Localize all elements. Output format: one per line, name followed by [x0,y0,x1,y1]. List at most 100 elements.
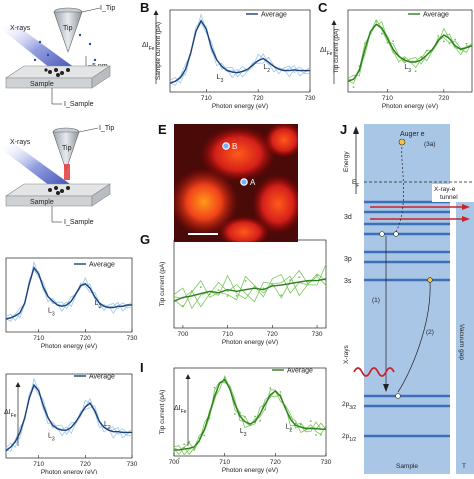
legend-label: Average [89,374,115,381]
y-axis-label: Tip current (pA) [159,390,166,435]
x-axis-label: Photon energy (eV) [41,343,97,350]
panel-c-label: C [318,0,328,15]
data-point [235,294,238,297]
data-point [320,433,322,436]
data-point [289,279,292,281]
panel-d-svg: X-rays Tip I_Tip Sample I_Sample [0,125,114,226]
data-point [233,413,236,415]
trace-line-2 [173,269,327,308]
x-tick-label: 720 [80,461,91,468]
data-point [315,434,317,436]
series-average-line [5,383,132,452]
tunnel-label-2: tunnel [440,194,458,201]
itip-label: I_Tip [100,5,115,12]
delta-label: ΔIFe [142,42,155,52]
3s-label: 3s [344,278,352,285]
series-average-line [169,19,310,85]
data-point [208,417,211,420]
series-average-line [5,266,132,320]
x-tick-label: 730 [127,335,138,342]
chart-panel-h: 710 720 730 Photon energy (eV) Average ΔIFe L3… [4,374,138,475]
x-tick-label: 700 [178,331,189,338]
data-point [299,423,302,426]
y-axis-label: Sample current (pA) [155,22,162,80]
data-point [226,295,229,297]
2p12-label: 2p1/2 [342,433,356,443]
trace-line-3 [173,273,327,308]
data-point [364,42,366,45]
tip-cone [52,131,80,171]
data-point [392,40,394,42]
data-point [280,294,283,296]
isample-label: I_Sample [64,101,94,108]
data-point [182,305,184,307]
data-point [294,422,297,425]
tip-short-label: T [462,463,466,470]
data-point [262,287,265,290]
fermi-label: EF [352,179,359,189]
x-tick-label: 710 [33,461,44,468]
x-tick-label: 720 [253,95,264,102]
x-axis-label: Photon energy (eV) [222,467,278,474]
x-tick-label: 710 [219,459,230,466]
plot-frame [169,9,311,93]
molecule-cluster [48,186,70,195]
panel-a-schematic: X-rays Tip I_Tip ~5 nm Sample I_Sample [0,0,118,118]
3p-label: 3p [344,256,352,263]
l3-label: L3 [404,64,411,74]
3d-label: 3d [344,214,352,221]
data-point [298,276,301,279]
vacuum-gap-label: Vacuum gap [458,324,465,360]
energy-axis-label: Energy [343,151,350,172]
point-b-marker [222,142,230,150]
y-axis-label: Tip current (pA) [333,29,340,74]
chart-panel-g: 700 710 720 730 Photon energy (eV) Tip curren… [159,239,327,346]
auger-label: Auger e [400,131,425,138]
x-tick-label: 720 [270,459,281,466]
sample-label: Sample [396,463,418,470]
legend-label: Average [287,368,313,375]
plot-frame [5,257,133,333]
data-point [465,42,468,45]
l2-label: L2 [263,64,270,74]
l3-label: L3 [217,74,224,84]
data-point [289,428,292,431]
delta-label: ΔIFe [174,405,187,415]
tunnel-label: X-ray-e [434,186,456,193]
x-tick-label: 710 [201,95,212,102]
xray-label: X-rays [343,344,350,364]
xray-label: X-rays [10,139,31,146]
data-point [183,443,185,446]
tip-band [456,184,474,474]
stm-map: B A [170,122,304,248]
panel-g-label: G [140,232,151,247]
series-average-line [173,278,327,302]
data-point [325,424,327,427]
data-point [217,289,220,291]
l2-label: L2 [95,300,102,310]
xray-beam [0,22,75,76]
data-point [213,386,216,389]
x-tick-label: 710 [222,331,233,338]
molecule-cluster [44,68,70,77]
delta-arrowhead [153,10,159,15]
data-point [223,377,226,379]
x-tick-label: 700 [169,459,180,466]
data-point [442,40,445,43]
delta-label: ΔIFe [320,47,333,57]
series-average-line [174,378,326,451]
panel-a-svg: X-rays Tip I_Tip ~5 nm Sample I_Sample [0,5,115,108]
x-tick-label: 720 [438,95,449,102]
x-tick-label: 730 [321,459,332,466]
xray-label: X-rays [10,25,31,32]
tip-label: Tip [62,145,72,152]
data-point [426,49,428,52]
auger-electron [398,138,406,146]
data-point [208,293,211,296]
data-point [316,274,318,277]
x-tick-label: 710 [33,335,44,342]
plot-frame [173,367,327,457]
panel-i-label: I [140,360,144,375]
xray-wave [353,367,395,377]
